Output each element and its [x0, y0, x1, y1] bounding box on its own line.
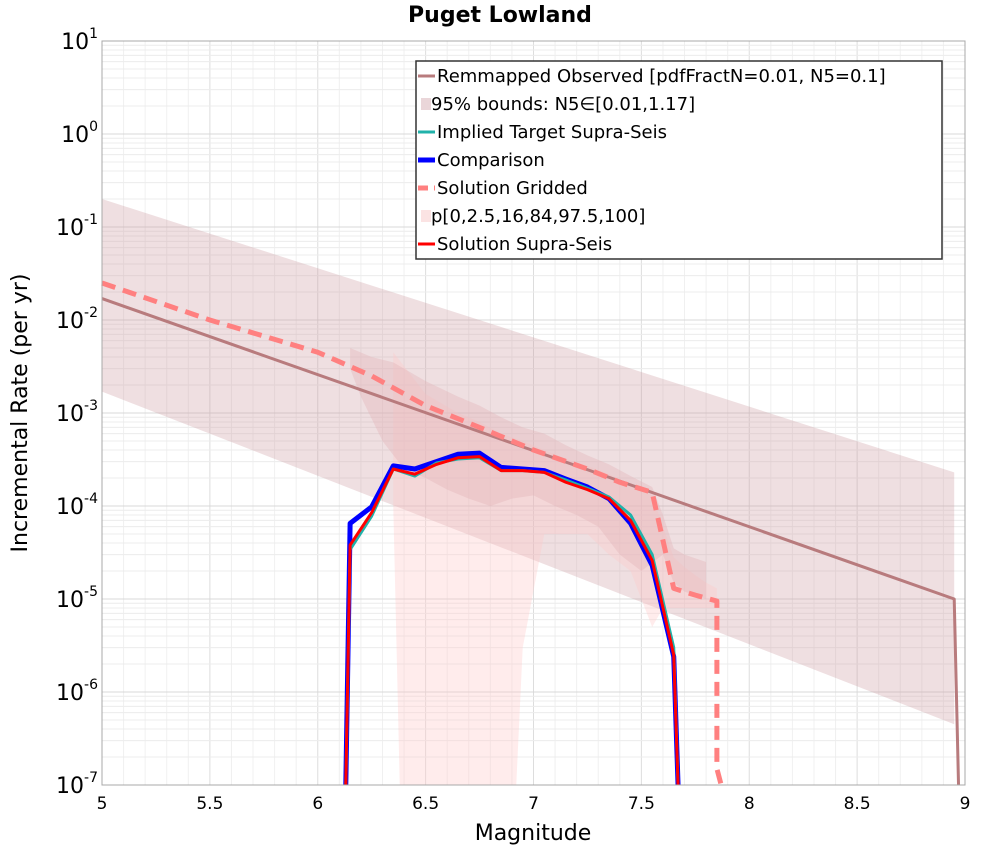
band-0	[102, 199, 955, 725]
y-tick-exponent: 1	[89, 26, 98, 42]
legend-label-4: Solution Gridded	[437, 178, 588, 199]
x-axis-title: Magnitude	[475, 821, 592, 846]
x-tick-label: 5	[97, 794, 108, 814]
y-tick-label: 10-6	[56, 677, 98, 706]
y-tick-base: 10	[56, 402, 84, 427]
y-tick-exponent: -3	[84, 398, 98, 414]
legend: Remmapped Observed [pdfFractN=0.01, N5=0…	[415, 60, 943, 260]
y-axis-title: Incremental Rate (per yr)	[8, 274, 33, 553]
y-tick-exponent: -6	[84, 677, 98, 693]
y-tick-label: 10-1	[56, 212, 98, 241]
x-tick-label: 6.5	[412, 794, 439, 814]
y-tick-base: 10	[61, 123, 89, 148]
y-tick-label: 10-4	[56, 491, 98, 520]
x-tick-label: 7.5	[628, 794, 655, 814]
band-1	[393, 352, 717, 785]
chart-title: Puget Lowland	[408, 3, 592, 28]
legend-label-0: Remmapped Observed [pdfFractN=0.01, N5=0…	[437, 66, 886, 87]
x-tick-label: 8.5	[844, 794, 871, 814]
y-tick-base: 10	[61, 30, 89, 55]
series-line-4	[344, 455, 680, 786]
y-tick-label: 100	[61, 119, 98, 148]
y-tick-exponent: -5	[84, 584, 98, 600]
legend-swatch-1	[421, 98, 431, 110]
y-tick-base: 10	[56, 681, 84, 706]
x-axis-ticks: 5 5.5 6 6.5 7 7.5 8 8.5 9	[97, 794, 971, 814]
y-tick-exponent: -4	[84, 491, 98, 507]
legend-label-2: Implied Target Supra-Seis	[437, 122, 667, 143]
y-tick-base: 10	[56, 216, 84, 241]
legend-frame	[415, 60, 943, 260]
x-tick-label: 7	[528, 794, 539, 814]
y-tick-base: 10	[56, 495, 84, 520]
plot-frame	[101, 40, 966, 786]
x-tick-label: 9	[960, 794, 971, 814]
series-layer	[101, 280, 961, 786]
y-tick-exponent: -1	[84, 212, 98, 228]
y-tick-label: 10-3	[56, 398, 98, 427]
y-tick-base: 10	[56, 309, 84, 334]
legend-label-3: Comparison	[437, 150, 545, 171]
legend-label-6: Solution Supra-Seis	[437, 234, 612, 255]
y-tick-label: 10-5	[56, 584, 98, 613]
x-tick-label: 5.5	[196, 794, 223, 814]
series-line-0	[101, 297, 961, 786]
series-line-1	[101, 280, 724, 786]
legend-swatch-5	[421, 210, 431, 222]
legend-label-1: 95% bounds: N5∈[0.01,1.17]	[431, 94, 695, 115]
y-tick-base: 10	[56, 774, 84, 799]
x-tick-label: 8	[744, 794, 755, 814]
series-line-2	[343, 450, 681, 786]
legend-label-5: p[0,2.5,16,84,97.5,100]	[431, 206, 645, 227]
x-tick-label: 6	[312, 794, 323, 814]
grid	[101, 41, 966, 786]
y-tick-label: 101	[61, 26, 98, 55]
y-tick-exponent: -7	[84, 770, 98, 786]
y-tick-exponent: 0	[89, 119, 98, 135]
bands-layer	[102, 199, 955, 785]
y-tick-label: 10-2	[56, 305, 98, 334]
y-tick-exponent: -2	[84, 305, 98, 321]
y-tick-label: 10-7	[56, 770, 98, 799]
y-tick-base: 10	[56, 588, 84, 613]
